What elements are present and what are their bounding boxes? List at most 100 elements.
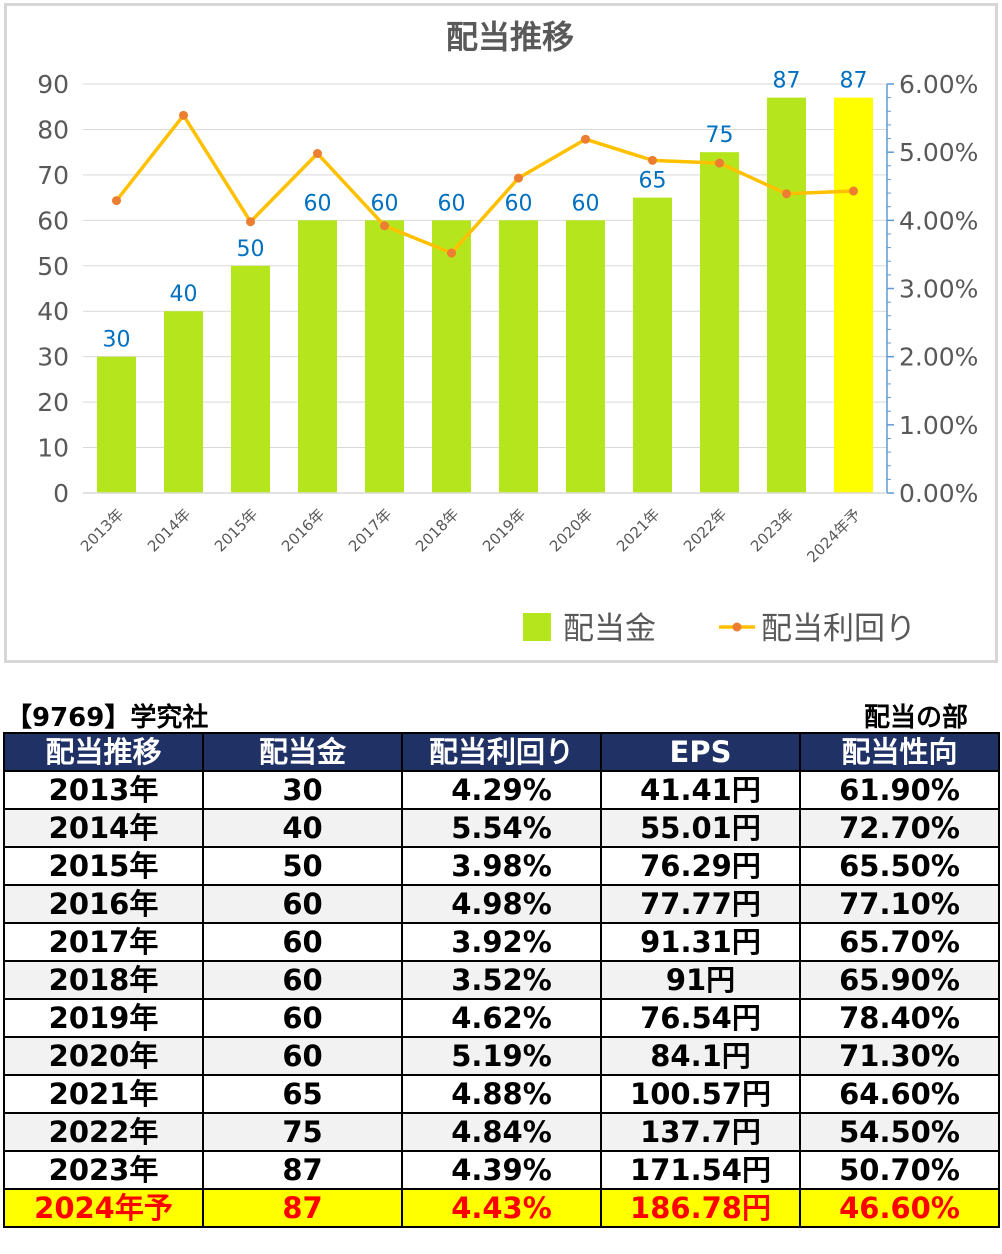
table-cell: 87 bbox=[202, 1150, 403, 1190]
table-cell: 5.19% bbox=[401, 1036, 602, 1076]
bar-data-label: 60 bbox=[505, 191, 533, 216]
table-cell: 64.60% bbox=[799, 1074, 1000, 1114]
table-cell: 50 bbox=[202, 846, 403, 886]
table-cell: 65.90% bbox=[799, 960, 1000, 1000]
y-left-tick-label: 40 bbox=[37, 297, 69, 326]
section-label: 配当の部 bbox=[863, 703, 968, 733]
table-cell: 4.98% bbox=[401, 884, 602, 924]
table-cell: 2015年 bbox=[3, 846, 204, 886]
bar-data-label: 40 bbox=[170, 282, 198, 307]
yield-point-2015年 bbox=[246, 217, 255, 227]
column-header: EPS bbox=[600, 732, 801, 772]
table-cell: 77.10% bbox=[799, 884, 1000, 924]
table-cell: 2014年 bbox=[3, 808, 204, 848]
y-right-tick-label: 5.00% bbox=[899, 138, 978, 167]
table-cell: 3.92% bbox=[401, 922, 602, 962]
bar-2017年 bbox=[365, 220, 404, 494]
bar-2013年 bbox=[97, 356, 136, 493]
table-cell: 4.39% bbox=[401, 1150, 602, 1190]
table-cell: 2018年 bbox=[3, 960, 204, 1000]
table-cell: 60 bbox=[202, 960, 403, 1000]
x-tick-label: 2013年 bbox=[77, 505, 127, 555]
x-tick-label: 2024年予 bbox=[803, 505, 864, 566]
x-tick-label: 2023年 bbox=[747, 505, 797, 555]
yield-line bbox=[115, 113, 854, 255]
table-row: 2019年 60 4.62% 76.54円 78.40% bbox=[3, 998, 1000, 1038]
x-tick-label: 2018年 bbox=[412, 505, 462, 555]
y-right-tick-label: 6.00% bbox=[899, 70, 978, 99]
table-cell: 171.54円 bbox=[600, 1150, 801, 1190]
table-cell: 137.7円 bbox=[600, 1112, 801, 1152]
table-header-row: 配当推移 配当金 配当利回り EPS 配当性向 bbox=[3, 732, 1000, 772]
yield-point-2017年 bbox=[380, 221, 389, 231]
table-cell: 5.54% bbox=[401, 808, 602, 848]
table-row: 2015年 50 3.98% 76.29円 65.50% bbox=[3, 846, 1000, 886]
y-left-tick-label: 80 bbox=[37, 115, 69, 144]
y-right-tick-label: 0.00% bbox=[899, 479, 978, 508]
bar-data-label: 50 bbox=[237, 237, 265, 262]
y-right-tick-label: 3.00% bbox=[899, 275, 978, 304]
y-left-tick-label: 70 bbox=[37, 161, 69, 190]
x-tick-label: 2015年 bbox=[211, 505, 261, 555]
bar-2016年 bbox=[298, 220, 337, 494]
table-cell: 46.60% bbox=[799, 1188, 1000, 1228]
table-cell: 2024年予 bbox=[3, 1188, 204, 1228]
x-tick-label: 2019年 bbox=[479, 505, 529, 555]
yield-point-2020年 bbox=[581, 134, 590, 144]
table-row: 2024年予 87 4.43% 186.78円 46.60% bbox=[3, 1188, 1000, 1228]
table-row: 2013年 30 4.29% 41.41円 61.90% bbox=[3, 770, 1000, 810]
table-cell: 186.78円 bbox=[600, 1188, 801, 1228]
table-cell: 61.90% bbox=[799, 770, 1000, 810]
table-row: 2023年 87 4.39% 171.54円 50.70% bbox=[3, 1150, 1000, 1190]
table-cell: 91円 bbox=[600, 960, 801, 1000]
table-cell: 2016年 bbox=[3, 884, 204, 924]
y-right-tick-label: 2.00% bbox=[899, 343, 978, 372]
bar-2015年 bbox=[231, 265, 270, 493]
table-cell: 87 bbox=[202, 1188, 403, 1228]
dividend-table: 配当推移 配当金 配当利回り EPS 配当性向 2013年 30 4.29% 41.41円 61… bbox=[3, 732, 1000, 1228]
table-cell: 65.50% bbox=[799, 846, 1000, 886]
x-tick-label: 2021年 bbox=[613, 505, 663, 555]
table-cell: 60 bbox=[202, 884, 403, 924]
yield-point-2013年 bbox=[112, 196, 121, 206]
chart-canvas: 配当推移 0 10 20 30 40 50 60 70 80 90 0.00% 1.00% 2.00% 3… bbox=[37, 18, 978, 647]
yield-point-2022年 bbox=[715, 158, 724, 168]
table-cell: 76.54円 bbox=[600, 998, 801, 1038]
table-cell: 41.41円 bbox=[600, 770, 801, 810]
table-cell: 76.29円 bbox=[600, 846, 801, 886]
column-header: 配当利回り bbox=[401, 732, 602, 772]
legend-line-marker bbox=[732, 622, 742, 632]
column-header: 配当金 bbox=[202, 732, 403, 772]
yield-point-2016年 bbox=[313, 149, 322, 159]
column-header: 配当性向 bbox=[799, 732, 1000, 772]
yield-point-2024年予 bbox=[849, 186, 858, 196]
bar-2024年予 bbox=[834, 97, 873, 493]
table-row: 2020年 60 5.19% 84.1円 71.30% bbox=[3, 1036, 1000, 1076]
table-cell: 60 bbox=[202, 1036, 403, 1076]
bar-data-label: 87 bbox=[840, 69, 868, 94]
table-row: 2016年 60 4.98% 77.77円 77.10% bbox=[3, 884, 1000, 924]
y-left-tick-label: 0 bbox=[53, 479, 69, 508]
table-cell: 4.84% bbox=[401, 1112, 602, 1152]
bar-2014年 bbox=[164, 311, 203, 493]
bar-2018年 bbox=[432, 220, 471, 494]
stock-title: 【9769】学究社 bbox=[6, 703, 209, 733]
table-row: 2017年 60 3.92% 91.31円 65.70% bbox=[3, 922, 1000, 962]
y-right-tick-label: 1.00% bbox=[899, 411, 978, 440]
table-cell: 75 bbox=[202, 1112, 403, 1152]
table-cell: 71.30% bbox=[799, 1036, 1000, 1076]
x-tick-label: 2016年 bbox=[278, 505, 328, 555]
table-cell: 72.70% bbox=[799, 808, 1000, 848]
table-cell: 84.1円 bbox=[600, 1036, 801, 1076]
table-cell: 65 bbox=[202, 1074, 403, 1114]
table-cell: 3.52% bbox=[401, 960, 602, 1000]
bar-data-label: 60 bbox=[304, 191, 332, 216]
y-left-tick-label: 10 bbox=[37, 434, 69, 463]
column-header: 配当推移 bbox=[3, 732, 204, 772]
bar-data-label: 60 bbox=[371, 191, 399, 216]
y-left-tick-label: 60 bbox=[37, 206, 69, 235]
table-cell: 60 bbox=[202, 998, 403, 1038]
y-right-tick-label: 4.00% bbox=[899, 206, 978, 235]
dividend-chart: 配当推移 0 10 20 30 40 50 60 70 80 90 0.00% 1.00% 2.00% 3… bbox=[4, 3, 998, 663]
table-row: 2022年 75 4.84% 137.7円 54.50% bbox=[3, 1112, 1000, 1152]
